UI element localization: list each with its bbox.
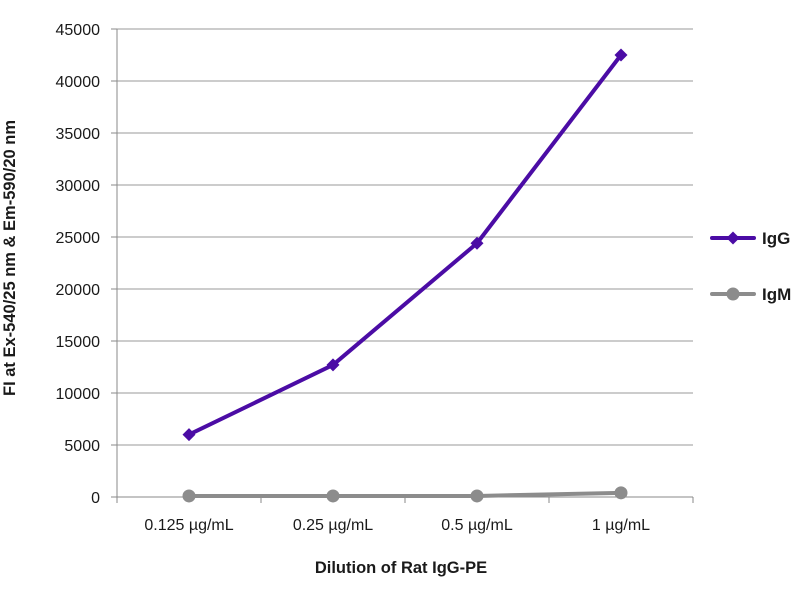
series-lines [187,53,623,498]
data-markers [182,48,628,503]
y-tick-label: 5000 [64,438,100,455]
legend-marker-igm [726,287,740,301]
y-tick-label: 10000 [56,386,101,403]
x-tick-label: 0.5 µg/mL [441,517,513,534]
data-point-igg [614,48,628,62]
y-tick-label: 35000 [56,126,101,143]
legend-label-igm: IgM [762,285,791,304]
y-tick-label: 45000 [56,22,101,39]
data-point-igm [470,489,484,503]
data-point-igg [182,428,196,442]
y-tick-label: 30000 [56,178,101,195]
y-tick-label: 25000 [56,230,101,247]
data-point-igm [182,489,196,503]
x-tick-label: 0.25 µg/mL [293,517,373,534]
y-tick-labels: 0 5000 10000 15000 20000 25000 30000 35000 40000… [56,22,101,507]
data-point-igm [614,486,628,500]
y-tick-label: 40000 [56,74,101,91]
y-tick-label: 0 [91,490,100,507]
data-point-igm [326,489,340,503]
y-axis-title: FI at Ex-540/25 nm & Em-590/20 nm [1,120,19,396]
legend: IgG IgM [710,229,791,304]
x-tick-label: 1 µg/mL [592,517,650,534]
gridlines [117,28,693,446]
x-axis-title: Dilution of Rat IgG-PE [315,559,487,577]
x-tick-labels: 0.125 µg/mL 0.25 µg/mL 0.5 µg/mL 1 µg/mL [144,517,650,534]
data-point-igg [470,236,484,250]
series-line-igg [187,53,623,437]
legend-label-igg: IgG [762,229,790,248]
y-tick-label: 15000 [56,334,101,351]
legend-marker-igg [726,231,740,245]
y-tick-label: 20000 [56,282,101,299]
series-line-igm [187,490,623,498]
data-point-igg [326,358,340,372]
x-tick-label: 0.125 µg/mL [144,517,233,534]
